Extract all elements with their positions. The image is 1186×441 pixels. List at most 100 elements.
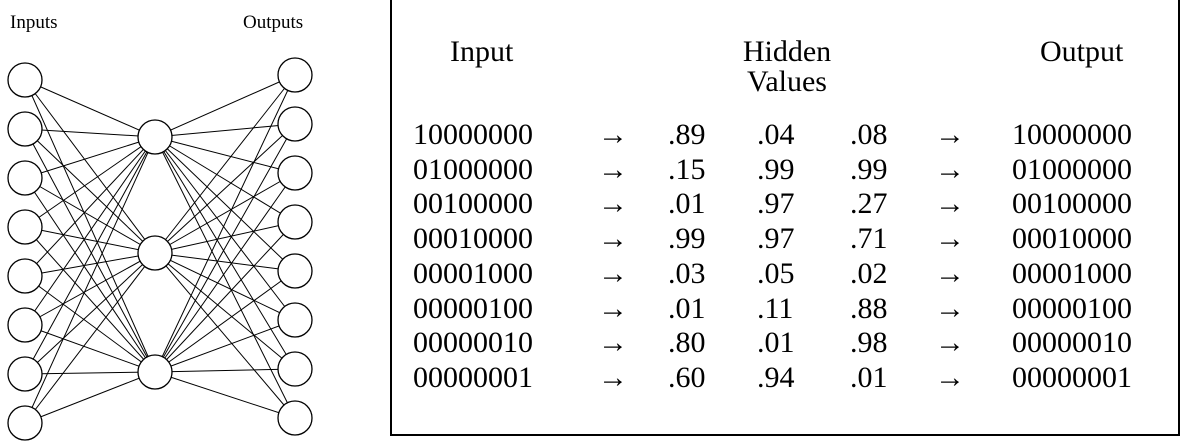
- input-node: [7, 62, 43, 98]
- connection: [24, 226, 156, 373]
- arrow: →: [935, 326, 965, 360]
- connection: [154, 123, 296, 254]
- input-node: [7, 356, 43, 392]
- connection: [154, 319, 296, 373]
- arrow: →: [598, 326, 628, 360]
- network-diagram: Inputs Outputs: [7, 12, 313, 441]
- arrow: →: [935, 360, 965, 394]
- hidden-value: .02: [850, 256, 888, 290]
- connection: [24, 324, 156, 373]
- output-node: [277, 400, 313, 436]
- header-output: Output: [1040, 35, 1124, 68]
- connection: [154, 172, 296, 373]
- connection: [154, 252, 296, 321]
- input-node: [7, 258, 43, 294]
- connection: [154, 136, 296, 321]
- hidden-node: [137, 354, 173, 390]
- arrow: →: [598, 118, 628, 151]
- hidden-value: .01: [668, 291, 706, 325]
- input-node: [7, 307, 43, 343]
- connection: [24, 252, 156, 375]
- input-code: 00000001: [413, 360, 533, 394]
- output-code: 00001000: [1012, 256, 1132, 290]
- hidden-value: .11: [757, 291, 794, 325]
- hidden-node: [137, 119, 173, 155]
- connection: [154, 371, 296, 419]
- hidden-value: .27: [850, 187, 888, 221]
- connection: [154, 221, 296, 373]
- arrow: →: [935, 222, 965, 256]
- connection: [24, 79, 156, 373]
- connection: [24, 128, 156, 254]
- connection: [154, 136, 296, 370]
- connection: [154, 221, 296, 254]
- output-node: [277, 155, 313, 191]
- connection: [154, 74, 296, 254]
- hidden-value: .01: [850, 360, 888, 394]
- output-node: [277, 204, 313, 240]
- hidden-value: .89: [668, 118, 706, 151]
- connection: [24, 177, 156, 254]
- connection: [24, 128, 156, 138]
- input-code: 10000000: [413, 118, 533, 151]
- arrow: →: [935, 291, 965, 325]
- connection: [154, 74, 296, 373]
- output-code: 00000010: [1012, 326, 1132, 360]
- output-code: 00010000: [1012, 222, 1132, 256]
- connection: [154, 368, 296, 373]
- hidden-node: [137, 235, 173, 271]
- connection: [24, 371, 156, 424]
- input-node: [7, 405, 43, 441]
- hidden-value: .99: [757, 152, 795, 186]
- hidden-value: .71: [850, 222, 888, 256]
- connection: [154, 252, 296, 272]
- hidden-value: .80: [668, 326, 706, 360]
- input-code: 00000100: [413, 291, 533, 325]
- connection: [154, 136, 296, 223]
- arrow: →: [598, 152, 628, 186]
- arrow: →: [598, 360, 628, 394]
- output-code: 00000001: [1012, 360, 1132, 394]
- output-code: 00000100: [1012, 291, 1132, 325]
- connection: [24, 136, 156, 228]
- connection: [154, 270, 296, 373]
- connection: [154, 136, 296, 174]
- hidden-value: .01: [757, 326, 795, 360]
- output-code: 10000000: [1012, 118, 1132, 151]
- connection: [154, 252, 296, 419]
- arrow: →: [598, 291, 628, 325]
- hidden-value: .08: [850, 118, 888, 151]
- hidden-value: .97: [757, 187, 795, 221]
- hidden-value: .05: [757, 256, 795, 290]
- hidden-value: .01: [668, 187, 706, 221]
- hidden-value: .99: [668, 222, 706, 256]
- table-frame: [390, 0, 1180, 436]
- hidden-value: .88: [850, 291, 888, 325]
- hidden-value: .98: [850, 326, 888, 360]
- arrow: →: [598, 222, 628, 256]
- output-code: 00100000: [1012, 187, 1132, 221]
- connection: [24, 136, 156, 375]
- connection: [24, 128, 156, 373]
- connection: [24, 79, 156, 138]
- arrow: →: [598, 187, 628, 221]
- arrow: →: [935, 152, 965, 186]
- connection: [24, 136, 156, 277]
- output-node: [277, 351, 313, 387]
- hidden-value: .04: [757, 118, 795, 151]
- hidden-value: .99: [850, 152, 888, 186]
- arrow: →: [598, 256, 628, 290]
- arrow: →: [935, 187, 965, 221]
- input-node: [7, 160, 43, 196]
- connection: [24, 371, 156, 375]
- hidden-value: .60: [668, 360, 706, 394]
- connection: [154, 74, 296, 138]
- connection: [24, 252, 156, 424]
- connection: [24, 275, 156, 373]
- output-node: [277, 253, 313, 289]
- header-hidden: Hidden Values: [742, 35, 832, 98]
- input-node: [7, 111, 43, 147]
- connection: [154, 123, 296, 138]
- arrow: →: [935, 256, 965, 290]
- connection: [24, 177, 156, 373]
